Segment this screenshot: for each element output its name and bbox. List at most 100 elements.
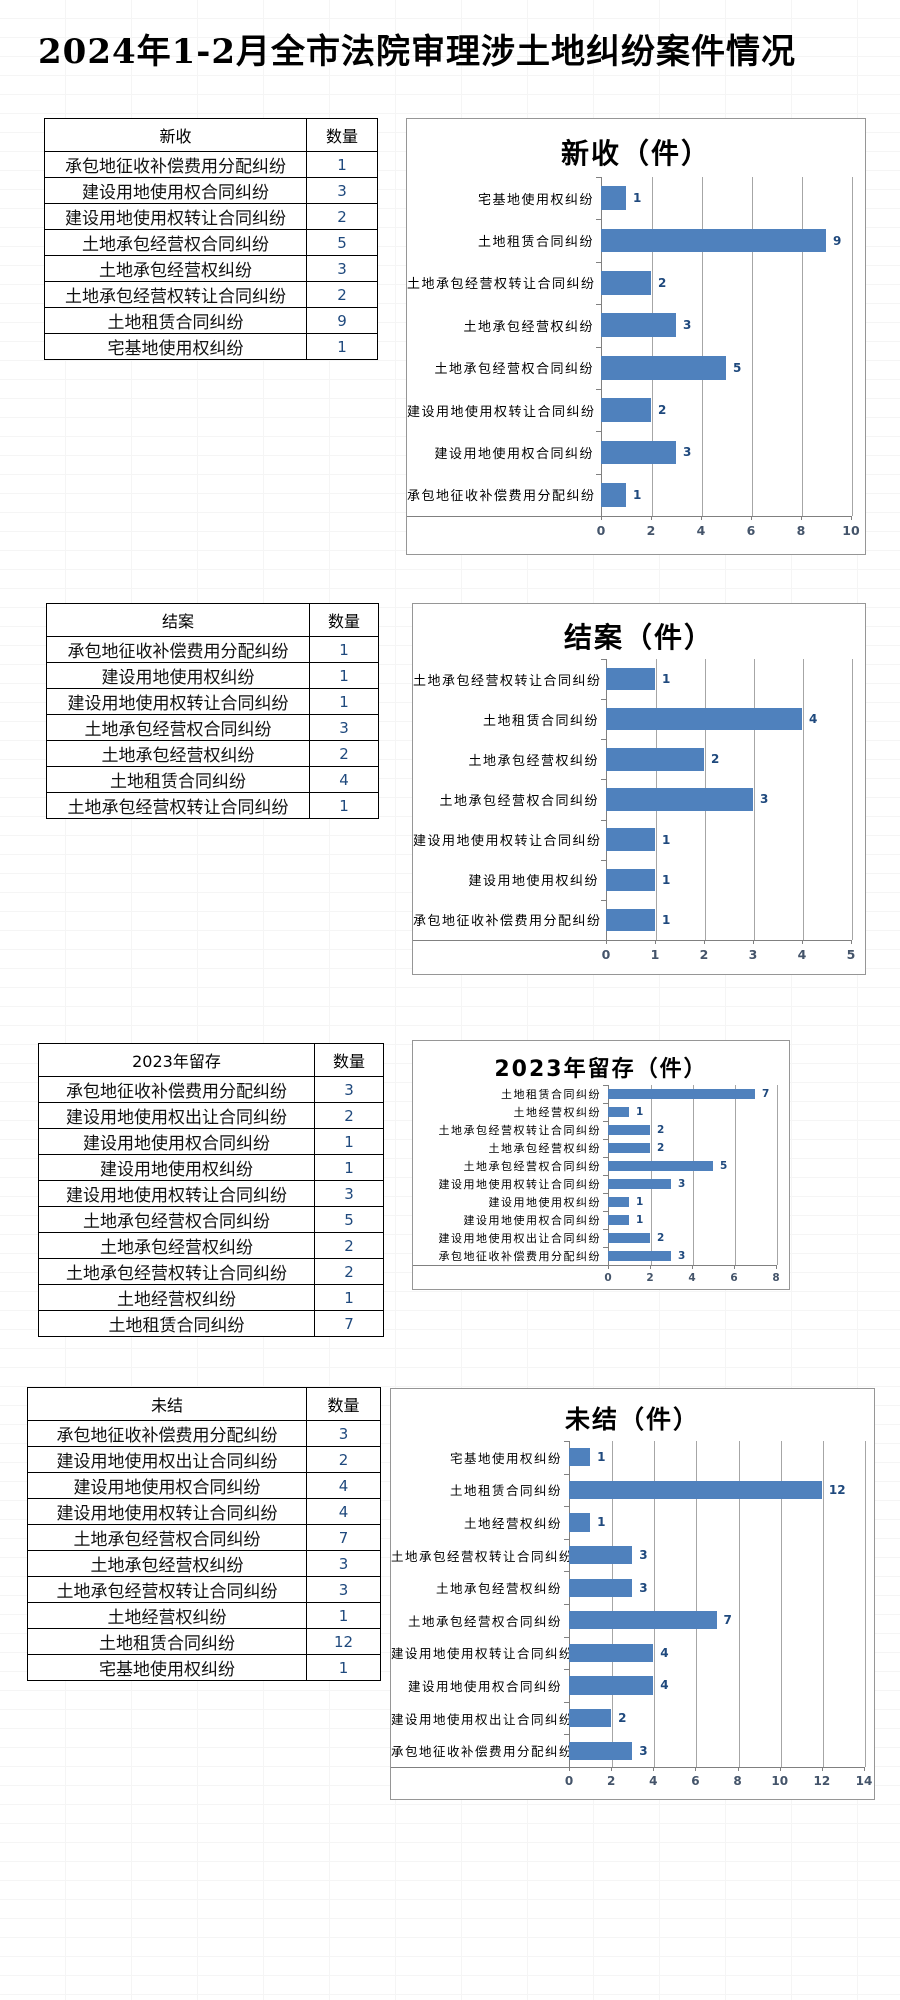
category-axis-tick	[596, 389, 601, 390]
table-row: 土地经营权纠纷 1	[27, 1602, 381, 1629]
bar	[606, 788, 753, 811]
case-type-cell: 建设用地使用权合同纠纷	[38, 1128, 315, 1155]
count-header: 数量	[306, 1387, 381, 1421]
x-axis-tick-label: 5	[846, 947, 856, 962]
bar-value-label: 1	[662, 832, 671, 847]
table-row: 土地承包经营权合同纠纷 3	[46, 714, 379, 741]
bar	[601, 355, 726, 380]
category-axis-tick	[601, 739, 606, 740]
bar-value-label: 1	[662, 912, 671, 927]
table-title-header: 未结	[27, 1387, 307, 1421]
category-axis-tick	[596, 219, 601, 220]
table-row: 土地承包经营权合同纠纷 5	[38, 1206, 384, 1233]
category-axis-tick	[603, 1247, 608, 1248]
table-2023-carryover: 2023年留存 数量 承包地征收补偿费用分配纠纷 3 建设用地使用权出让合同纠纷 2 建设用…	[38, 1043, 384, 1337]
category-axis-tick	[603, 1175, 608, 1176]
x-axis-tick-label: 2	[606, 1774, 616, 1788]
bar-track: 4	[569, 1637, 864, 1670]
bar-category-label: 土地承包经营权纠纷	[488, 1142, 601, 1155]
x-axis-tick-mark	[569, 1767, 570, 1771]
chart-row: 土地承包经营权纠纷 3	[391, 1571, 864, 1604]
bar-value-label: 4	[660, 1645, 669, 1660]
x-axis: 0 2 4 6 8 10 12 14	[565, 1767, 872, 1801]
table-title-header: 结案	[46, 603, 310, 637]
bar-category-label: 土地承包经营权转让合同纠纷	[413, 673, 602, 689]
bar-value-label: 1	[597, 1515, 606, 1530]
case-type-cell: 土地经营权纠纷	[27, 1602, 307, 1629]
x-axis-tick-label: 8	[796, 523, 806, 538]
category-axis-tick	[603, 1229, 608, 1230]
case-type-cell: 土地承包经营权转让合同纠纷	[27, 1576, 307, 1603]
x-axis-tick-label: 0	[604, 1272, 612, 1284]
chart-title: 未结（件）	[564, 1405, 700, 1434]
count-cell: 9	[306, 307, 378, 334]
x-axis-tick-mark	[692, 1265, 693, 1269]
count-header: 数量	[314, 1043, 384, 1077]
x-axis-tick-mark	[734, 1265, 735, 1269]
chart-row: 建设用地使用权转让合同纠纷 2	[407, 389, 851, 431]
count-cell: 1	[309, 688, 379, 715]
count-cell: 2	[309, 740, 379, 767]
case-type-cell: 建设用地使用权纠纷	[38, 1154, 315, 1181]
count-cell: 5	[306, 229, 378, 256]
bar-value-label: 2	[657, 1142, 665, 1154]
x-axis-tick-label: 12	[813, 1774, 831, 1788]
x-axis: 0 1 2 3 4 5	[602, 940, 855, 976]
chart-row: 土地承包经营权合同纠纷 5	[407, 347, 851, 389]
x-axis-tick-mark	[601, 516, 602, 520]
bar	[601, 228, 826, 253]
category-axis-tick	[601, 659, 606, 660]
count-cell: 3	[306, 1576, 381, 1603]
bar	[569, 1741, 633, 1760]
table-row: 建设用地使用权出让合同纠纷 2	[38, 1102, 384, 1129]
bar-track: 7	[608, 1085, 776, 1103]
chart-pending: 未结（件） 宅基地使用权纠纷 1 土地租赁合同纠纷 12 土地经营权纠纷 1 土地承包经营权转…	[390, 1388, 875, 1800]
x-axis-tick-label: 8	[772, 1272, 780, 1284]
category-axis-tick	[564, 1506, 569, 1507]
table-row: 建设用地使用权转让合同纠纷 1	[46, 688, 379, 715]
table-row: 土地承包经营权纠纷 2	[46, 740, 379, 767]
x-axis-tick-label: 0	[564, 1774, 574, 1788]
x-axis-tick-mark	[851, 516, 852, 520]
bar-value-label: 1	[633, 487, 642, 502]
count-cell: 3	[306, 1550, 381, 1577]
chart-row: 土地承包经营权转让合同纠纷 3	[391, 1539, 864, 1572]
bar	[569, 1448, 591, 1467]
bar	[601, 482, 626, 507]
bar	[608, 1124, 650, 1136]
bar-category-label: 土地经营权纠纷	[463, 1515, 562, 1531]
x-axis: 0 2 4 6 8 10	[597, 516, 860, 556]
table-row: 建设用地使用权纠纷 1	[38, 1154, 384, 1181]
table-row: 土地经营权纠纷 1	[38, 1284, 384, 1311]
bar	[608, 1178, 671, 1190]
count-cell: 1	[314, 1128, 384, 1155]
chart-row: 建设用地使用权纠纷 1	[413, 860, 851, 900]
chart-row: 承包地征收补偿费用分配纠纷 1	[407, 474, 851, 516]
table-row: 建设用地使用权合同纠纷 3	[44, 177, 378, 204]
x-axis-tick-label: 0	[596, 523, 606, 538]
x-axis-tick-label: 4	[696, 523, 706, 538]
table-row: 承包地征收补偿费用分配纠纷 1	[44, 151, 378, 178]
chart-row: 承包地征收补偿费用分配纠纷 3	[391, 1734, 864, 1767]
bar	[606, 908, 655, 932]
x-axis-tick-mark	[737, 1767, 739, 1771]
x-axis: 0 2 4 6 8	[604, 1265, 780, 1291]
x-axis-tick-label: 1	[650, 947, 660, 962]
chart-closed: 结案（件） 土地承包经营权转让合同纠纷 1 土地租赁合同纠纷 4 土地承包经营权纠纷 2 土地…	[412, 603, 866, 975]
category-axis-tick	[596, 177, 601, 178]
count-cell: 1	[314, 1154, 384, 1181]
table-row: 承包地征收补偿费用分配纠纷 3	[38, 1076, 384, 1103]
bar-track: 1	[569, 1441, 864, 1474]
table-row: 建设用地使用权合同纠纷 4	[27, 1472, 381, 1499]
bar-track: 1	[608, 1193, 776, 1211]
bar	[608, 1088, 755, 1100]
category-axis-tick	[596, 304, 601, 305]
category-axis-tick	[601, 860, 606, 861]
chart-row: 承包地征收补偿费用分配纠纷 1	[413, 900, 851, 940]
bar	[608, 1142, 650, 1154]
case-type-cell: 建设用地使用权出让合同纠纷	[38, 1102, 315, 1129]
bar-value-label: 1	[597, 1450, 606, 1465]
case-type-cell: 承包地征收补偿费用分配纠纷	[44, 151, 307, 178]
bar-category-label: 建设用地使用权纠纷	[488, 1196, 601, 1209]
table-row: 建设用地使用权合同纠纷 1	[38, 1128, 384, 1155]
